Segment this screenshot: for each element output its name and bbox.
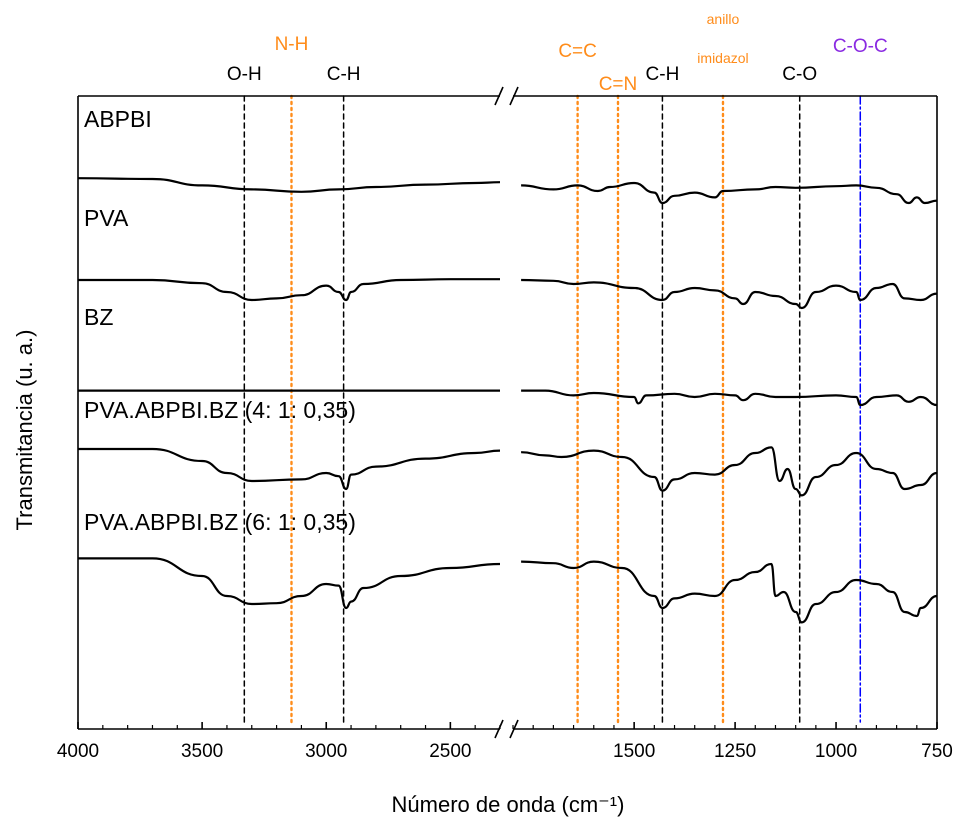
series-line: [521, 560, 938, 624]
x-tick-label: 1500: [613, 741, 655, 762]
annotation-label: imidazol: [697, 50, 748, 66]
annotation-label: C=C: [558, 41, 597, 62]
series-line: [521, 446, 938, 497]
series-label: ABPBI: [84, 106, 152, 132]
series-label: PVA: [84, 205, 129, 231]
x-tick-label: 3500: [181, 741, 223, 762]
series-label: BZ: [84, 304, 113, 330]
axis-break-mark: [494, 86, 504, 106]
series-labels: ABPBI PVA BZ PVA.ABPBI.BZ (4: 1: 0,35) PVA.A…: [84, 106, 356, 535]
x-tick-label: 3000: [305, 741, 347, 762]
x-ticks: 4000 3500 3000 2500 1500 1250 1000 750: [57, 722, 953, 762]
axis-break-mark: [509, 719, 519, 739]
series-line: [78, 557, 501, 610]
annotation-label: N-H: [275, 34, 309, 55]
series-line: [521, 389, 938, 407]
axis-break-mark: [494, 719, 504, 739]
annotation-label: C=N: [599, 74, 638, 95]
series-label: PVA.ABPBI.BZ (4: 1: 0,35): [84, 397, 356, 423]
annotation-label: C-O: [782, 64, 817, 85]
x-tick-label: 2500: [429, 741, 471, 762]
annotation-label: C-O-C: [833, 36, 888, 57]
series-line: [521, 278, 938, 310]
annotation-label: C-H: [327, 64, 361, 85]
x-axis-title: Número de onda (cm⁻¹): [392, 792, 625, 817]
annotation-label: O-H: [227, 64, 262, 85]
series-line: [78, 278, 500, 302]
axes: [77, 86, 938, 739]
axis-break-mark: [509, 86, 519, 106]
series-line: [521, 181, 938, 205]
x-tick-label: 1250: [714, 741, 756, 762]
band-annotations: O-H N-H C-H C=CC=N C-H anillo imidazol C-O C-O-C: [227, 11, 888, 95]
x-tick-label: 750: [921, 741, 953, 762]
y-axis-title: Transmitancia (u. a.): [12, 330, 37, 531]
x-tick-label: 4000: [57, 741, 99, 762]
series-line: [77, 177, 501, 193]
series-lines: [77, 177, 938, 624]
series-line: [78, 447, 501, 491]
series-label: PVA.ABPBI.BZ (6: 1: 0,35): [84, 509, 356, 535]
annotation-label: anillo: [707, 11, 740, 27]
annotation-label: C-H: [646, 64, 680, 85]
x-tick-label: 1000: [815, 741, 857, 762]
reference-lines: [243, 94, 862, 724]
